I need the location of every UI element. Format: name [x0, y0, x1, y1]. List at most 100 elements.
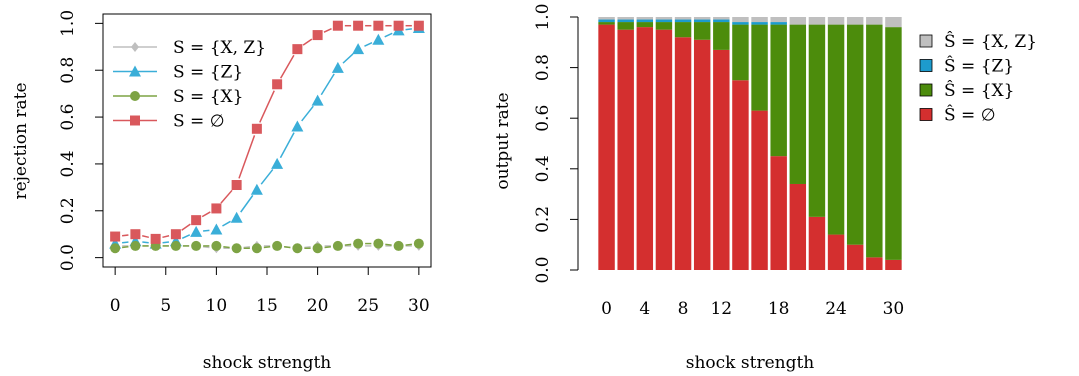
left-line-segment-empty: [259, 90, 275, 123]
right-bar-xz: [713, 17, 730, 20]
left-point-x: [373, 238, 384, 249]
left-axis-ticks: 0 5 10 15 20 25 30 0.0 0.2 0.4 0.6 0.8 1.0: [58, 10, 430, 316]
left-point-empty: [191, 215, 202, 226]
left-point-z: [291, 120, 304, 132]
left-point-empty: [211, 203, 222, 214]
right-bar-xz: [751, 17, 768, 23]
left-line-segment-xz: [243, 245, 251, 249]
left-point-empty: [170, 229, 181, 240]
left-legend-marker-empty: [130, 115, 140, 126]
right-axis-ticks: 0.0 0.2 0.4 0.6 0.8 1.0 0 4 8 12 18 24 30: [533, 3, 904, 319]
right-x-tick-label: 24: [825, 299, 847, 319]
right-bar-empty: [598, 24, 615, 271]
left-point-empty: [130, 229, 141, 240]
right-bar-xz: [636, 17, 654, 20]
left-point-x: [292, 243, 303, 254]
left-point-z: [372, 33, 385, 45]
left-legend-label-z: S = {Z}: [173, 63, 243, 83]
left-x-tick-label: 0: [110, 296, 121, 316]
left-line-segment-x: [324, 245, 331, 249]
right-bar-x: [789, 24, 807, 184]
left-point-x: [231, 243, 242, 254]
left-line-segment-empty: [142, 235, 149, 239]
right-bar-x: [846, 24, 864, 245]
left-point-empty: [373, 20, 384, 31]
left-point-x: [170, 240, 181, 251]
right-bar-xz: [732, 17, 749, 23]
left-point-empty: [312, 30, 323, 41]
left-point-x: [393, 240, 404, 251]
left-legend-marker-xz: [131, 42, 139, 52]
left-line-segment-empty: [302, 38, 313, 46]
right-bar-z: [636, 19, 654, 23]
right-legend-label-xz: Ŝ = {X, Z}: [944, 31, 1037, 52]
right-y-tick-label: 1.0: [533, 3, 553, 30]
left-y-tick-label: 0.0: [58, 244, 78, 271]
left-line-segment-x: [405, 243, 412, 246]
left-line-segment-x: [263, 245, 271, 249]
right-bar-xz: [770, 17, 787, 23]
right-bar-x: [808, 24, 826, 217]
left-point-x: [353, 238, 364, 249]
left-line-segment-empty: [238, 135, 256, 179]
right-bar-empty: [866, 257, 883, 270]
left-x-tick-label: 10: [206, 296, 228, 316]
right-legend-swatch-z: [919, 59, 933, 72]
left-point-empty: [393, 20, 404, 31]
left-line-segment-empty: [181, 223, 191, 231]
right-legend-swatch-empty: [919, 108, 933, 121]
left-y-tick-label: 0.2: [58, 197, 78, 224]
left-line-segment-z: [181, 234, 191, 239]
left-legend-label-x: S = {X}: [173, 87, 243, 107]
right-bar-empty: [770, 156, 787, 270]
right-bar-z: [655, 19, 673, 23]
right-bar-z: [751, 22, 768, 25]
left-point-z: [331, 61, 344, 73]
left-point-empty: [332, 20, 343, 31]
left-line-segment-x: [283, 245, 291, 249]
left-line-segment-z: [162, 241, 170, 244]
left-point-x: [272, 240, 283, 251]
right-bar-xz: [808, 17, 826, 25]
right-x-tick-label: 18: [768, 299, 790, 319]
left-point-x: [130, 240, 141, 251]
left-legend-label-xz: S = {X, Z}: [173, 38, 266, 58]
left-point-empty: [292, 44, 303, 55]
left-line-segment-z: [320, 73, 335, 96]
left-point-z: [210, 223, 223, 235]
right-y-tick-label: 0.2: [533, 206, 553, 233]
left-line-segment-z: [279, 132, 295, 159]
left-point-x: [332, 240, 343, 251]
left-point-z: [190, 225, 203, 237]
left-point-x: [191, 240, 202, 251]
left-point-x: [110, 243, 121, 254]
right-bar-xz: [617, 17, 634, 20]
right-bar-empty: [636, 27, 654, 271]
right-bar-z: [617, 19, 634, 23]
right-x-tick-label: 8: [678, 299, 689, 319]
left-legend-label-empty: S = ∅: [173, 112, 225, 132]
left-line-segment-empty: [201, 211, 211, 218]
right-x-tick-label: 30: [883, 299, 905, 319]
left-line-segment-x: [223, 245, 230, 249]
right-bar-x: [693, 22, 711, 40]
left-line-segment-x: [385, 243, 392, 246]
left-line-segment-z: [384, 32, 393, 38]
right-bar-x: [732, 24, 749, 81]
left-x-tick-label: 5: [160, 296, 171, 316]
left-plot-frame: [102, 13, 432, 268]
right-bar-empty: [846, 244, 864, 270]
right-bar-x: [617, 22, 634, 30]
left-point-z: [352, 43, 365, 55]
left-series-group: [109, 20, 425, 254]
left-line-segment-empty: [279, 54, 295, 79]
right-bar-empty: [827, 234, 845, 270]
right-bar-z: [770, 22, 787, 25]
left-x-tick-label: 30: [408, 296, 430, 316]
right-bar-xz: [885, 17, 902, 28]
right-bar-xz: [827, 17, 845, 25]
left-line-segment-empty: [162, 235, 170, 239]
right-bar-x: [713, 22, 730, 50]
left-x-tick-label: 20: [307, 296, 329, 316]
